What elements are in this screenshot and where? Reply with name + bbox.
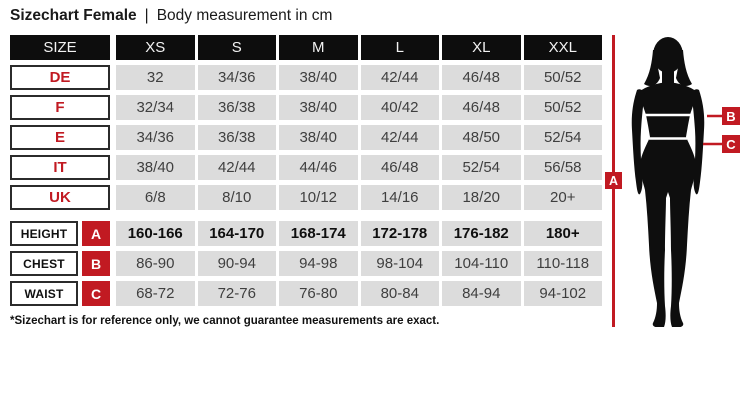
cell-it-s: 42/44 — [197, 155, 276, 180]
row-marker-a-badge: A — [82, 221, 110, 246]
cell-height-xxl: 180+ — [523, 221, 602, 246]
cell-e-xs: 34/36 — [116, 125, 195, 150]
column-header-xxl: XXL — [523, 35, 602, 60]
cell-it-xs: 38/40 — [116, 155, 195, 180]
cell-e-l: 42/44 — [360, 125, 439, 150]
cell-f-xs: 32/34 — [116, 95, 195, 120]
cell-uk-s: 8/10 — [197, 185, 276, 210]
cell-waist-xs: 68-72 — [116, 281, 195, 306]
row-label-height: HEIGHT A — [10, 221, 110, 246]
cell-waist-xl: 84-94 — [442, 281, 521, 306]
cell-waist-l: 80-84 — [360, 281, 439, 306]
disclaimer-note: *Sizechart is for reference only, we can… — [10, 315, 440, 327]
cell-e-xxl: 52/54 — [523, 125, 602, 150]
row-label-de: DE — [10, 65, 110, 90]
page-title-subtitle: Body measurement in cm — [156, 7, 333, 24]
cell-uk-l: 14/16 — [360, 185, 439, 210]
marker-c-letter: C — [726, 137, 736, 152]
column-header-xs: XS — [116, 35, 195, 60]
cell-it-xl: 52/54 — [442, 155, 521, 180]
cell-height-m: 168-174 — [279, 221, 358, 246]
cell-f-s: 36/38 — [197, 95, 276, 120]
cell-f-m: 38/40 — [279, 95, 358, 120]
cell-e-m: 38/40 — [279, 125, 358, 150]
cell-uk-m: 10/12 — [279, 185, 358, 210]
cell-it-m: 44/46 — [279, 155, 358, 180]
row-label-e: E — [10, 125, 110, 150]
cell-height-xs: 160-166 — [116, 221, 195, 246]
cell-de-xxl: 50/52 — [523, 65, 602, 90]
row-label-chest-text: CHEST — [10, 251, 78, 276]
row-marker-c-badge: C — [82, 281, 110, 306]
row-label-uk: UK — [10, 185, 110, 210]
silhouette-hair-right — [676, 50, 692, 86]
silhouette-arm-left — [631, 89, 645, 195]
silhouette-hair-left — [644, 50, 660, 86]
column-header-size: SIZE — [10, 35, 110, 60]
row-marker-b-badge: B — [82, 251, 110, 276]
cell-f-xxl: 50/52 — [523, 95, 602, 120]
cell-height-l: 172-178 — [360, 221, 439, 246]
body-measurement-table: HEIGHT A 160-166 164-170 168-174 172-178 176-1… — [10, 221, 602, 306]
cell-chest-xxl: 110-118 — [523, 251, 602, 276]
cell-height-s: 164-170 — [197, 221, 276, 246]
cell-e-xl: 48/50 — [442, 125, 521, 150]
column-header-l: L — [360, 35, 439, 60]
size-conversion-table: SIZE XS S M L XL XXL DE 32 34/36 38/40 42/44 46/48 50… — [10, 35, 602, 210]
cell-waist-s: 72-76 — [197, 281, 276, 306]
row-label-f: F — [10, 95, 110, 120]
column-header-s: S — [197, 35, 276, 60]
marker-b-badge: B — [722, 107, 740, 125]
column-header-m: M — [279, 35, 358, 60]
silhouette-head — [653, 37, 683, 73]
cell-de-m: 38/40 — [279, 65, 358, 90]
cell-uk-xs: 6/8 — [116, 185, 195, 210]
cell-de-l: 42/44 — [360, 65, 439, 90]
cell-chest-s: 90-94 — [197, 251, 276, 276]
cell-uk-xxl: 20+ — [523, 185, 602, 210]
cell-chest-xl: 104-110 — [442, 251, 521, 276]
cell-waist-m: 76-80 — [279, 281, 358, 306]
marker-b-letter: B — [726, 109, 735, 124]
title-separator: | — [144, 7, 149, 24]
silhouette-neck — [662, 66, 674, 86]
row-label-chest: CHEST B — [10, 251, 110, 276]
row-label-waist-text: WAIST — [10, 281, 78, 306]
cell-de-s: 34/36 — [197, 65, 276, 90]
cell-it-l: 46/48 — [360, 155, 439, 180]
marker-a-badge: A — [605, 172, 622, 189]
cell-it-xxl: 56/58 — [523, 155, 602, 180]
cell-f-xl: 46/48 — [442, 95, 521, 120]
column-header-xl: XL — [442, 35, 521, 60]
marker-c-badge: C — [722, 135, 740, 153]
marker-a-letter: A — [609, 174, 618, 188]
row-label-waist: WAIST C — [10, 281, 110, 306]
female-silhouette — [631, 37, 705, 327]
cell-chest-m: 94-98 — [279, 251, 358, 276]
cell-f-l: 40/42 — [360, 95, 439, 120]
cell-uk-xl: 18/20 — [442, 185, 521, 210]
cell-chest-xs: 86-90 — [116, 251, 195, 276]
silhouette-arm-right — [691, 89, 705, 195]
page-title: Sizechart Female | Body measurement in cm — [10, 7, 332, 25]
cell-waist-xxl: 94-102 — [523, 281, 602, 306]
cell-chest-l: 98-104 — [360, 251, 439, 276]
cell-de-xs: 32 — [116, 65, 195, 90]
cell-e-s: 36/38 — [197, 125, 276, 150]
page-title-main: Sizechart Female — [10, 7, 137, 24]
cell-de-xl: 46/48 — [442, 65, 521, 90]
cell-height-xl: 176-182 — [442, 221, 521, 246]
row-label-it: IT — [10, 155, 110, 180]
row-label-height-text: HEIGHT — [10, 221, 78, 246]
body-measurement-diagram: A B C — [605, 35, 740, 327]
silhouette-torso-legs — [639, 82, 697, 327]
